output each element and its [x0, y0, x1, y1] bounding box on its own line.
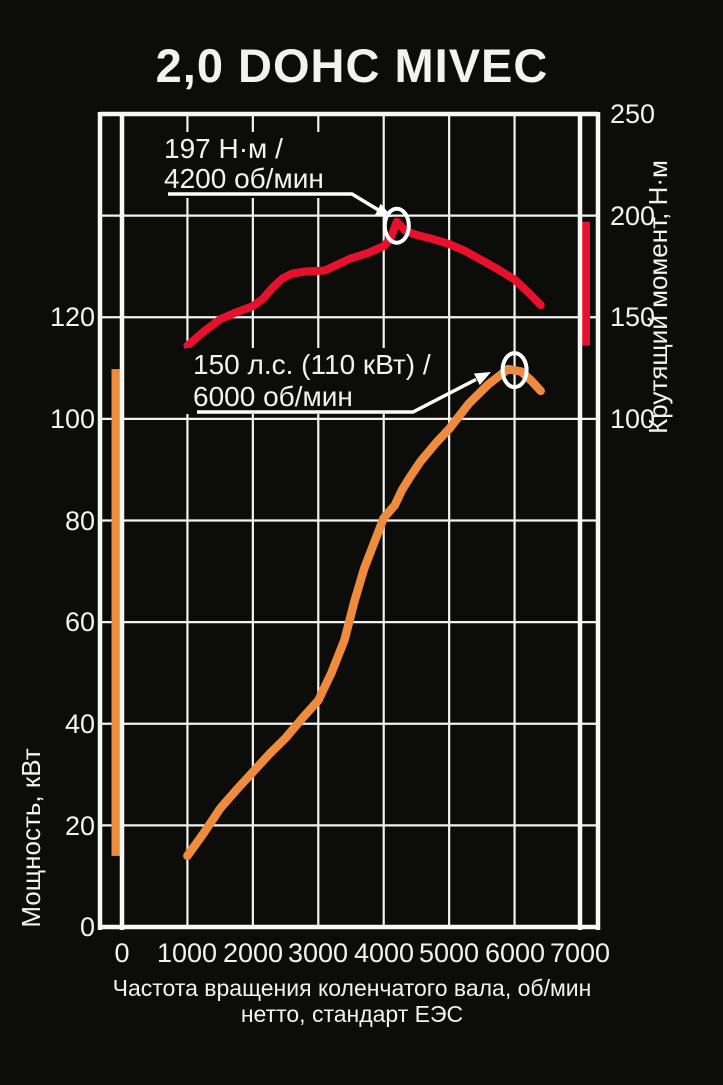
torque-range-bar	[581, 221, 590, 346]
torque-annotation-line1: 197 Н·м /	[164, 133, 283, 164]
power-annotation-line1: 150 л.с. (110 кВт) /	[193, 349, 431, 380]
x-tick-4000: 4000	[354, 938, 414, 968]
left-tick-60: 60	[65, 607, 95, 637]
left-tick-20: 20	[65, 811, 95, 841]
power-peak-ellipse	[500, 351, 529, 390]
plot-frame	[97, 111, 601, 930]
left-tick-80: 80	[65, 506, 95, 536]
power-annotation: 150 л.с. (110 кВт) / 6000 об/мин	[186, 348, 529, 414]
right-tick-250: 250	[610, 99, 655, 129]
right-axis-ticks: 250 200 150 100	[610, 99, 655, 434]
left-tick-40: 40	[65, 709, 95, 739]
left-axis-title: Мощность, кВт	[16, 748, 46, 927]
torque-annotation: 197 Н·м / 4200 об/мин	[158, 132, 411, 245]
x-axis-title-line1: Частота вращения коленчатого вала, об/ми…	[113, 975, 592, 1001]
power-curve	[183, 364, 545, 861]
torque-peak-ellipse	[382, 206, 411, 245]
x-tick-0: 0	[114, 938, 129, 968]
left-tick-100: 100	[50, 404, 95, 434]
torque-annotation-line2: 4200 об/мин	[164, 163, 324, 194]
grid-lines	[100, 114, 598, 927]
power-annotation-backdrop	[186, 348, 444, 414]
right-axis-title: Крутящий момент, Н·м	[643, 160, 673, 434]
x-axis-ticks: 0 1000 2000 3000 4000 5000 6000 7000	[114, 938, 610, 968]
x-tick-2000: 2000	[223, 938, 283, 968]
torque-leader-line	[168, 192, 379, 212]
power-range-bar	[111, 369, 120, 856]
torque-curve	[183, 217, 545, 350]
x-axis-title-line2: нетто, стандарт ЕЭС	[241, 1001, 463, 1027]
x-tick-6000: 6000	[485, 938, 545, 968]
right-tick-150: 150	[610, 302, 655, 332]
right-tick-200: 200	[610, 201, 655, 231]
x-tick-7000: 7000	[550, 938, 610, 968]
power-leader-line	[197, 377, 477, 414]
torque-annotation-backdrop	[158, 132, 354, 198]
x-tick-1000: 1000	[157, 938, 217, 968]
left-tick-120: 120	[50, 302, 95, 332]
left-axis-ticks: 120 100 80 60 40 20 0	[50, 302, 95, 942]
left-tick-0: 0	[80, 912, 95, 942]
x-tick-3000: 3000	[288, 938, 348, 968]
page-title: 2,0 DOHC MIVEC	[156, 39, 549, 92]
right-tick-100: 100	[610, 404, 655, 434]
x-tick-5000: 5000	[419, 938, 479, 968]
power-arrowhead-icon	[473, 372, 491, 386]
power-annotation-line2: 6000 об/мин	[193, 381, 353, 412]
